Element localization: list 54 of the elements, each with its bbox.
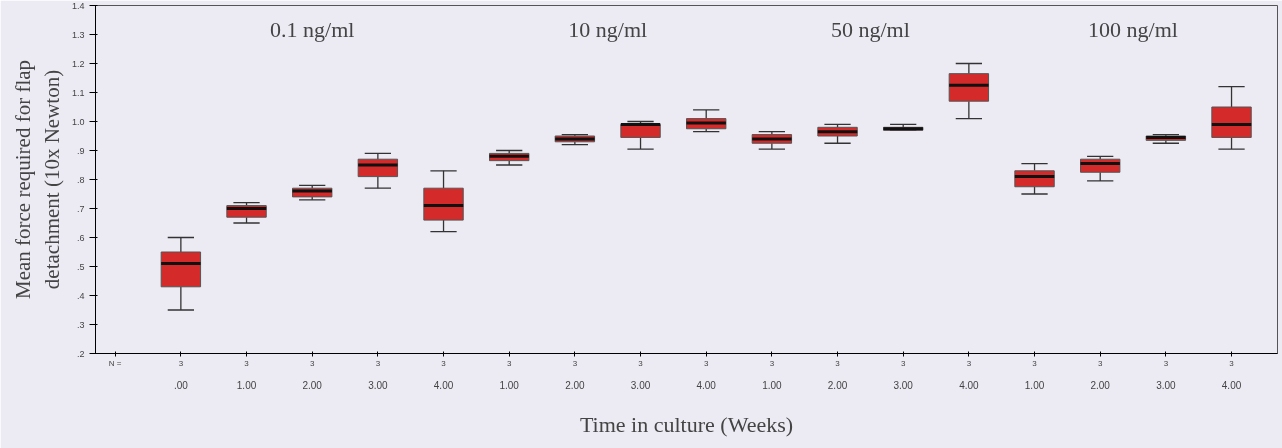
y-tick-label: .7	[76, 203, 85, 214]
x-tick-label: 3.00	[368, 379, 389, 391]
text: 3	[769, 358, 775, 368]
x-tick-label: 2.00	[302, 379, 323, 391]
y-tick-label: 1.2	[71, 58, 85, 69]
text: N =	[108, 358, 122, 368]
x-tick-label: 4.00	[959, 379, 980, 391]
x-tick-label: 2.00	[565, 379, 586, 391]
text: 3	[441, 358, 447, 368]
x-tick-label: 2.00	[1090, 379, 1111, 391]
text: 3	[703, 358, 709, 368]
y-tick-label: .6	[76, 232, 85, 243]
text: 3	[966, 358, 972, 368]
text: 3	[1163, 358, 1169, 368]
x-tick-label: 3.00	[1156, 379, 1177, 391]
text: 3	[638, 358, 644, 368]
x-tick-label: .00	[173, 379, 189, 391]
annotation: 10 ng/ml	[568, 17, 648, 43]
text: 3	[835, 358, 841, 368]
x-tick-label: 1.00	[762, 379, 783, 391]
x-tick-label: 2.00	[827, 379, 848, 391]
text: 3	[572, 358, 578, 368]
x-tick-label: 1.00	[499, 379, 520, 391]
y-tick-label: 1.0	[71, 116, 85, 127]
text: 3	[1032, 358, 1038, 368]
y-axis-title: Mean force required for flap detachment (10x Newton)	[11, 59, 64, 300]
text: 3	[178, 358, 184, 368]
x-tick-label: 4.00	[1221, 379, 1242, 391]
x-tick-label: 4.00	[696, 379, 717, 391]
x-tick-label: 4.00	[433, 379, 454, 391]
y-tick-label: 1.4	[71, 0, 85, 11]
y-tick-label: .8	[76, 174, 85, 185]
x-tick-label: 1.00	[1024, 379, 1045, 391]
y-tick-label: .9	[76, 145, 85, 156]
annotation: 0.1 ng/ml	[270, 17, 355, 43]
x-axis-title: Time in culture (Weeks)	[579, 411, 794, 437]
x-tick-label: 1.00	[236, 379, 257, 391]
y-tick-label: 1.1	[71, 87, 85, 98]
text: 3	[900, 358, 906, 368]
text: 3	[1097, 358, 1103, 368]
annotation: 100 ng/ml	[1088, 17, 1178, 43]
y-tick-label: 1.3	[71, 29, 85, 40]
x-tick-label: 3.00	[630, 379, 651, 391]
text: 3	[1229, 358, 1235, 368]
y-tick-label: .2	[76, 348, 85, 359]
y-tick-label: .3	[76, 319, 85, 330]
text: 3	[375, 358, 381, 368]
annotation: 50 ng/ml	[830, 17, 910, 43]
text: 3	[244, 358, 250, 368]
y-tick-label: .4	[76, 290, 85, 301]
x-tick-label: 3.00	[893, 379, 914, 391]
text: 3	[309, 358, 315, 368]
y-tick-label: .5	[76, 261, 85, 272]
text: 3	[506, 358, 512, 368]
